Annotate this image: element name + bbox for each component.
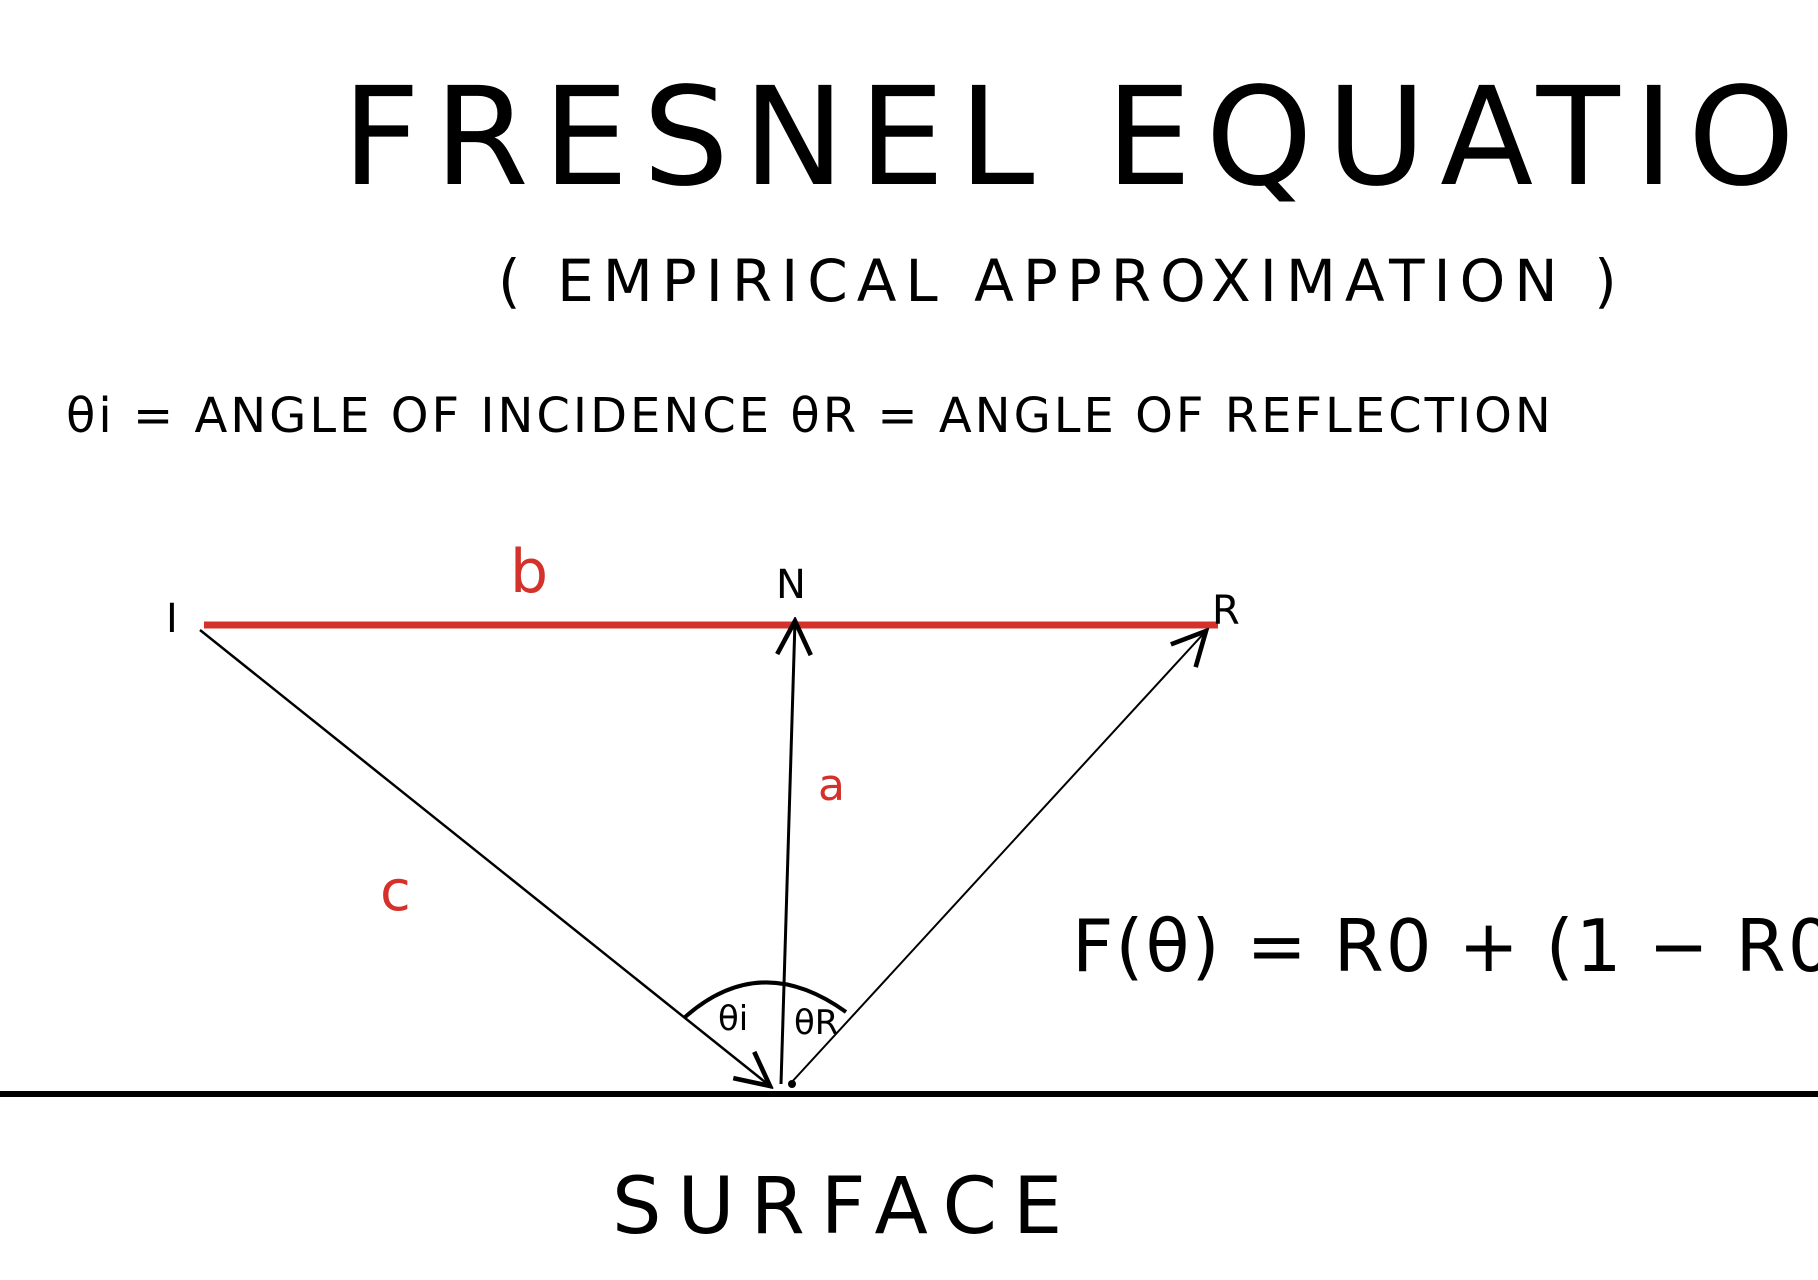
fresnel-formula: F(θ) = R0 + (1 − R0)(1 − cosθi)⁵ (1072, 904, 1818, 988)
angle-arc (682, 980, 848, 1020)
diagram-title: FRESNEL EQUATION (342, 59, 1818, 217)
point-label-r: R (1212, 588, 1240, 634)
angle-label-incidence: θi (718, 999, 748, 1039)
side-label-a: a (818, 760, 845, 811)
side-label-c: c (380, 859, 411, 924)
point-label-n: N (776, 562, 806, 608)
point-label-i: I (166, 596, 178, 642)
normal-line (781, 621, 795, 1085)
diagram-subtitle: ( EMPIRICAL APPROXIMATION ) (498, 247, 1626, 315)
incidence-point (788, 1080, 796, 1088)
angle-label-reflection: θR (794, 1003, 838, 1043)
incident-ray (199, 629, 770, 1086)
angle-definitions: θi = ANGLE OF INCIDENCE θR = ANGLE OF RE… (66, 388, 1554, 444)
surface-label: SURFACE (612, 1162, 1079, 1252)
side-label-b: b (510, 537, 548, 607)
reflected-ray (789, 631, 1206, 1085)
